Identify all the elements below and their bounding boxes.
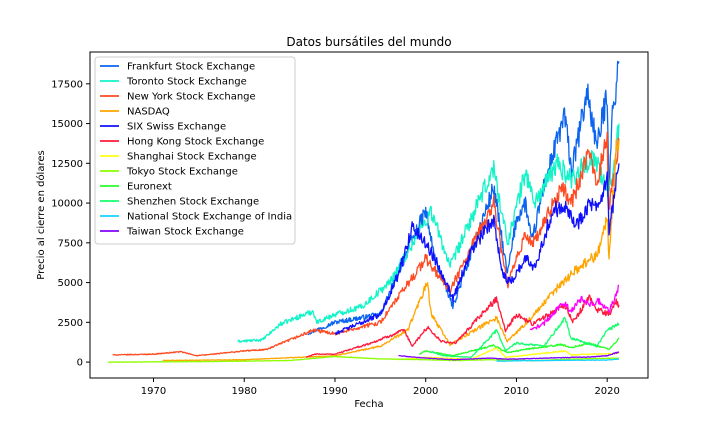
series-line-hong-kong-stock-exchange — [305, 294, 620, 358]
series-line-euronext — [419, 337, 620, 357]
legend-label: Hong Kong Stock Exchange — [127, 137, 264, 148]
legend-label: New York Stock Exchange — [127, 92, 256, 103]
y-tick-label: 17500 — [51, 79, 83, 90]
legend-label: Taiwan Stock Exchange — [126, 227, 244, 238]
series-line-new-york-stock-exchange — [112, 131, 620, 357]
x-tick-label: 1970 — [141, 386, 166, 397]
series-line-shenzhen-stock-exchange — [429, 316, 620, 358]
y-axis-label: Precio al cierre en dólares — [35, 150, 47, 279]
x-tick-label: 1980 — [232, 386, 257, 397]
plot-frame — [89, 51, 649, 379]
legend-label: Frankfurt Stock Exchange — [127, 62, 255, 73]
legend-label: Shanghai Stock Exchange — [127, 152, 257, 163]
series-line-national-stock-exchange-of-india — [496, 358, 620, 362]
legend: Frankfurt Stock Exchange Toronto Stock Ex… — [94, 56, 296, 245]
y-tick-label: 5000 — [58, 278, 83, 289]
series-line-shanghai-stock-exchange — [398, 347, 620, 361]
series-line-six-swiss-exchange — [334, 163, 620, 336]
y-tick-label: 10000 — [51, 199, 83, 210]
x-axis: 1970 1980 1990 2000 2010 2020 — [141, 378, 620, 397]
legend-label: National Stock Exchange of India — [127, 212, 292, 223]
chart-title: Datos bursátiles del mundo — [286, 35, 451, 49]
series-line-taiwan-stock-exchange — [398, 351, 620, 361]
y-tick-label: 7500 — [58, 238, 83, 249]
x-tick-label: 2010 — [504, 386, 529, 397]
legend-label: Shenzhen Stock Exchange — [127, 197, 259, 208]
legend-label: Euronext — [127, 182, 172, 193]
legend-box — [94, 56, 296, 245]
y-tick-label: 2500 — [58, 318, 83, 329]
x-tick-label: 1990 — [322, 386, 347, 397]
series-line-tokyo-stock-exchange — [107, 355, 620, 363]
y-tick-label: 15000 — [51, 119, 83, 130]
y-tick-label: 12500 — [51, 159, 83, 170]
legend-label: Tokyo Stock Exchange — [126, 167, 238, 178]
x-axis-label: Fecha — [354, 399, 383, 410]
series-line-nasdaq — [162, 139, 620, 362]
series-line-extra-12 — [529, 284, 620, 331]
x-tick-label: 2020 — [594, 386, 619, 397]
legend-label: NASDAQ — [127, 107, 170, 118]
series-line-toronto-stock-exchange — [237, 123, 620, 343]
series-layer — [107, 60, 620, 363]
legend-label: SIX Swiss Exchange — [127, 122, 226, 133]
legend-label: Toronto Stock Exchange — [126, 77, 247, 88]
y-axis: 0 2500 5000 7500 10000 12500 15000 17500 — [51, 79, 90, 369]
x-tick-label: 2000 — [413, 386, 438, 397]
y-tick-label: 0 — [77, 358, 83, 369]
